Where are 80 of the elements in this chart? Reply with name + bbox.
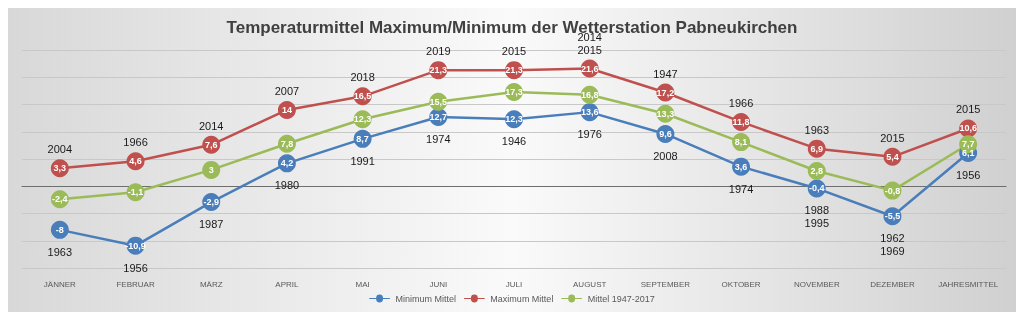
annotation: 1963 xyxy=(47,245,73,258)
annotation: 2015 xyxy=(955,103,981,116)
annotation: 1966 xyxy=(728,96,754,109)
x-tick-label: MAI xyxy=(355,279,370,289)
data-label: 8,7 xyxy=(356,133,369,144)
data-label: -8 xyxy=(55,224,64,235)
data-label: 3,3 xyxy=(53,163,67,174)
data-label: -0,4 xyxy=(809,183,825,194)
data-label: 21,6 xyxy=(580,63,599,74)
annotation: 1987 xyxy=(198,218,224,231)
data-label: 12,3 xyxy=(505,114,523,125)
x-tick-label: JULI xyxy=(505,279,523,289)
data-label: 5,4 xyxy=(886,151,899,162)
annotation: 1947 xyxy=(653,67,678,80)
annotation: 2015 xyxy=(577,43,602,56)
data-label: 9,6 xyxy=(659,128,672,139)
data-label: 21,3 xyxy=(429,65,448,76)
data-label: 6,9 xyxy=(810,143,824,154)
x-tick-label: FEBRUAR xyxy=(116,279,155,289)
x-tick-label: DEZEMBER xyxy=(870,279,915,289)
data-label: 7,7 xyxy=(961,139,975,150)
legend-label: Mittel 1947-2017 xyxy=(587,293,655,304)
annotation: 1966 xyxy=(123,136,148,149)
data-label: -5,5 xyxy=(884,211,901,222)
data-label: 21,3 xyxy=(505,65,523,76)
legend-label: Minimum Mittel xyxy=(395,293,457,304)
data-label: 7,6 xyxy=(204,139,218,150)
x-tick-label: MÄRZ xyxy=(199,279,223,289)
data-label: 11,8 xyxy=(732,116,750,127)
annotation: 2015 xyxy=(501,45,527,58)
annotation: 1963 xyxy=(804,123,830,136)
annotation: 1946 xyxy=(501,135,527,148)
annotation: 1956 xyxy=(955,169,981,182)
data-label: 7,8 xyxy=(280,138,294,149)
data-label: 6,1 xyxy=(961,148,975,159)
data-label: 3,6 xyxy=(734,161,748,172)
x-tick-label: JUNI xyxy=(429,279,448,289)
annotation: 2014 xyxy=(198,119,224,132)
annotation: 2004 xyxy=(47,143,73,156)
data-label: 10,6 xyxy=(959,123,977,134)
data-label: 12,3 xyxy=(353,114,372,125)
x-tick-label: APRIL xyxy=(275,279,300,289)
x-tick-label: JAHRESMITTEL xyxy=(938,279,999,289)
annotation: 2015 xyxy=(880,131,905,144)
annotation: 1988 xyxy=(804,204,830,217)
data-label: 17,2 xyxy=(656,87,675,98)
annotation: 2007 xyxy=(274,84,300,97)
data-label: 15,5 xyxy=(429,96,448,107)
annotation: 1976 xyxy=(577,128,602,141)
annotation: 1995 xyxy=(804,217,830,230)
x-tick-label: OKTOBER xyxy=(721,279,761,289)
data-label: 13,3 xyxy=(656,108,675,119)
annotation: 2018 xyxy=(350,71,375,84)
data-label: -2,9 xyxy=(203,197,219,208)
legend-label: Maximum Mittel xyxy=(490,293,554,304)
annotation: 1962 xyxy=(880,232,905,245)
annotation: 1956 xyxy=(123,261,148,274)
annotation: 2008 xyxy=(653,149,678,162)
annotation: 1991 xyxy=(350,154,375,167)
annotation: 2019 xyxy=(426,45,451,58)
data-label: 12,7 xyxy=(429,112,448,123)
x-tick-label: AUGUST xyxy=(573,279,607,289)
data-label: -2,4 xyxy=(52,194,68,205)
data-label: 17,3 xyxy=(505,86,523,97)
data-label: 14 xyxy=(281,104,292,115)
data-label: 4,6 xyxy=(129,156,142,167)
data-label: 3 xyxy=(208,164,214,175)
data-label: 2,8 xyxy=(810,165,824,176)
data-label: 4,2 xyxy=(280,158,294,169)
annotation: 1974 xyxy=(426,133,451,146)
x-tick-label: NOVEMBER xyxy=(793,279,840,289)
x-tick-label: JÄNNER xyxy=(43,279,77,289)
data-label: -1,1 xyxy=(127,187,144,198)
data-label: -0,8 xyxy=(884,185,901,196)
annotation: 1969 xyxy=(880,245,905,258)
data-label: 16,5 xyxy=(353,91,372,102)
data-label: 8,1 xyxy=(734,137,748,148)
data-label: 16,8 xyxy=(580,89,599,100)
data-label: 13,6 xyxy=(580,107,599,118)
x-tick-label: SEPTEMBER xyxy=(640,279,691,289)
